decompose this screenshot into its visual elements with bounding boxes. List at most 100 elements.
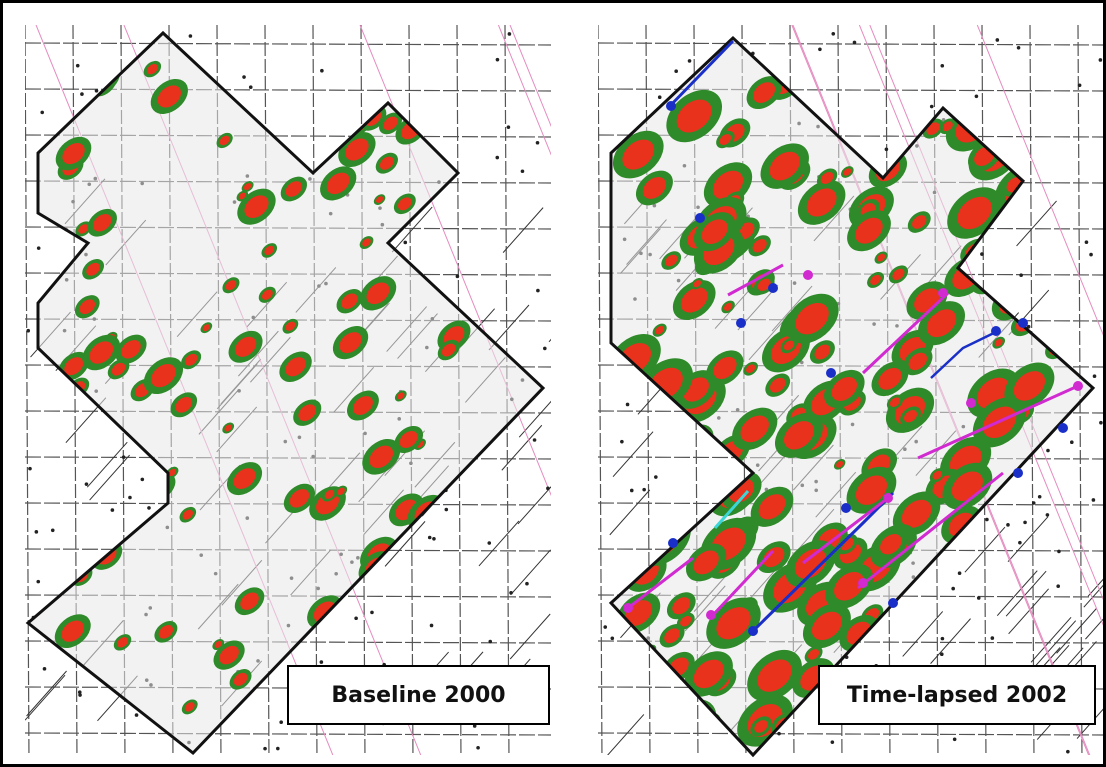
red-anomaly xyxy=(430,50,458,77)
red-anomaly xyxy=(439,89,459,109)
well-dot xyxy=(958,571,962,575)
green-anomaly xyxy=(996,234,1033,270)
grid-line xyxy=(25,43,551,45)
red-anomaly xyxy=(915,614,940,638)
well-dot xyxy=(1018,541,1022,545)
well-dot xyxy=(37,246,41,250)
well-dot xyxy=(456,275,460,279)
green-anomaly xyxy=(1071,326,1093,348)
well-dot xyxy=(658,95,662,99)
red-anomaly xyxy=(484,62,516,93)
well-dot xyxy=(76,64,80,68)
well-marker xyxy=(883,493,893,503)
red-anomaly xyxy=(1081,306,1091,315)
anomalies-right xyxy=(599,23,1103,764)
well-dot xyxy=(521,169,525,173)
green-anomaly xyxy=(904,602,932,629)
red-anomaly xyxy=(501,505,524,527)
well-dot xyxy=(43,667,47,671)
well-dot xyxy=(985,518,989,522)
red-anomaly xyxy=(659,468,680,488)
red-anomaly xyxy=(628,94,653,118)
well-dot xyxy=(1046,513,1050,517)
red-anomaly xyxy=(833,48,877,91)
red-anomaly xyxy=(476,479,492,494)
fault-line xyxy=(518,479,558,524)
well-dot xyxy=(626,403,630,407)
panel-label: Baseline 2000 xyxy=(287,665,550,725)
well-dot xyxy=(1057,550,1061,554)
well-dot xyxy=(1066,750,1070,754)
well-dot xyxy=(1089,253,1093,257)
green-anomaly xyxy=(422,42,466,84)
well-dot xyxy=(80,92,84,96)
well-dot xyxy=(853,41,857,45)
well-dot xyxy=(476,746,480,750)
fault-line xyxy=(931,619,971,664)
well-marker xyxy=(803,270,813,280)
green-anomaly xyxy=(433,83,466,115)
well-dot xyxy=(1038,495,1042,499)
well-dot xyxy=(977,596,981,600)
well-marker xyxy=(991,326,1001,336)
fault-line xyxy=(502,425,542,470)
well-marker xyxy=(706,610,716,620)
fault-line xyxy=(610,490,650,535)
well-dot xyxy=(428,536,432,540)
well-dot xyxy=(603,625,607,629)
red-anomaly xyxy=(983,544,999,560)
green-anomaly xyxy=(469,471,512,513)
well-dot xyxy=(495,156,499,160)
well-marker xyxy=(1073,381,1083,391)
well-dot xyxy=(28,467,32,471)
red-anomaly xyxy=(969,53,992,75)
red-anomaly xyxy=(340,59,357,75)
green-anomaly xyxy=(623,421,675,472)
well-dot xyxy=(496,58,500,62)
red-anomaly xyxy=(73,463,104,493)
well-dot xyxy=(370,611,374,615)
well-dot xyxy=(111,508,115,512)
green-anomaly xyxy=(959,602,1001,642)
well-dot xyxy=(488,640,492,644)
well-dot xyxy=(1017,46,1021,50)
red-anomaly xyxy=(961,720,1009,764)
green-anomaly xyxy=(1079,339,1103,377)
red-anomaly xyxy=(1087,213,1103,255)
well-dot xyxy=(1023,521,1027,525)
red-anomaly xyxy=(922,59,953,89)
fault-line xyxy=(613,432,653,477)
green-anomaly xyxy=(1042,46,1103,112)
well-marker xyxy=(858,578,868,588)
well-dot xyxy=(508,32,512,36)
green-anomaly xyxy=(503,150,538,184)
figure-frame xyxy=(0,0,1106,767)
well-dot xyxy=(777,732,781,736)
fault-line xyxy=(1017,201,1057,246)
fault-line xyxy=(479,521,519,566)
green-anomaly xyxy=(103,448,128,472)
well-dot xyxy=(818,47,822,51)
well-dot xyxy=(1099,421,1103,425)
well-dot xyxy=(1078,83,1082,87)
well-dot xyxy=(320,660,324,664)
well-dot xyxy=(1019,273,1023,277)
well-dot xyxy=(1092,498,1096,502)
red-anomaly xyxy=(412,559,439,585)
well-dot xyxy=(536,289,540,293)
green-anomaly xyxy=(1049,262,1103,316)
well-dot xyxy=(536,141,540,145)
well-dot xyxy=(26,329,30,333)
well-marker xyxy=(888,598,898,608)
green-anomaly xyxy=(653,462,686,494)
well-dot xyxy=(189,34,193,38)
green-anomaly xyxy=(1080,297,1103,323)
well-dot xyxy=(276,747,280,751)
grid-line xyxy=(25,733,551,735)
red-anomaly xyxy=(1017,524,1062,568)
red-anomaly xyxy=(1032,115,1063,145)
green-anomaly xyxy=(862,92,880,109)
red-anomaly xyxy=(693,714,719,739)
grid-line xyxy=(598,733,1103,735)
red-anomaly xyxy=(464,604,497,636)
